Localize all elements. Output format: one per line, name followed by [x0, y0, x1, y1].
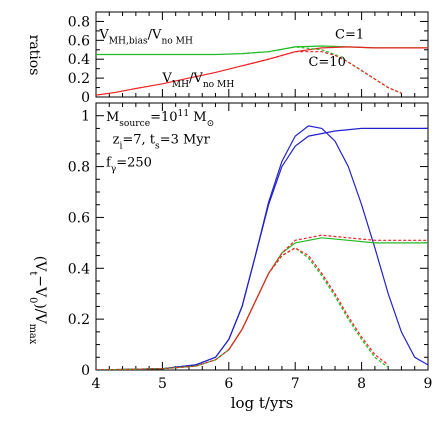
y-tick-label: 0	[81, 363, 90, 379]
y-tick-label: 0	[81, 90, 90, 106]
x-tick-label: 4	[92, 376, 101, 392]
bottom-series	[96, 125, 428, 370]
y-tick-label: 0.2	[68, 312, 90, 328]
axis-labels: ratios (Vt−V0)/Vmax log t/yrs	[26, 35, 293, 412]
x-tick-label: 8	[357, 376, 366, 392]
x-tick-label: 9	[424, 376, 433, 392]
y-tick-label: 0.4	[68, 261, 90, 277]
series-line-2	[96, 46, 428, 96]
x-tick-label: 6	[224, 376, 233, 392]
y-tick-label: 0.6	[68, 33, 90, 49]
y-tick-label: 0.2	[68, 71, 90, 87]
series-line-1	[96, 45, 428, 56]
series-line-6	[228, 247, 389, 366]
series-line-4	[96, 234, 428, 370]
y-tick-label: 0.4	[68, 52, 90, 68]
bottom-ylabel: (Vt−V0)/Vmax	[28, 256, 49, 345]
x-axis-label: log t/yrs	[231, 394, 294, 412]
y-tick-label: 0.6	[68, 210, 90, 226]
annotation-1: Msource=1011 M⊙	[106, 109, 214, 129]
y-tick-label: 1	[81, 109, 90, 125]
x-tick-label: 7	[291, 376, 300, 392]
bottom-frame	[95, 102, 429, 371]
annotation-1: VMH,bias/Vno MH	[98, 27, 193, 46]
series-line-4	[241, 51, 402, 94]
annotation-3: fγ=250	[106, 156, 152, 175]
y-tick-label: 0.8	[68, 160, 90, 176]
annotation-3: C=1	[335, 27, 364, 42]
annotation-4: C=10	[308, 55, 345, 70]
annotation-2: zi=7, ts=3 Myr	[113, 133, 211, 152]
x-tick-label: 5	[158, 376, 167, 392]
y-tick-label: 0.8	[68, 14, 90, 30]
top-series	[96, 45, 428, 96]
bottom-panel: 0 0.2 0.4 0.6 0.8 1 4 5 6 7 8 9 Msource=1011 M⊙ zi=7,…	[68, 102, 433, 392]
series-line-2	[96, 125, 428, 370]
annotation-2: VMH/Vno MH	[161, 71, 234, 90]
top-panel: 0 0.2 0.4 0.6 0.8 VMH,bias/Vno MH VMH/Vno MH C=…	[68, 11, 429, 106]
top-ylabel: ratios	[26, 35, 42, 76]
